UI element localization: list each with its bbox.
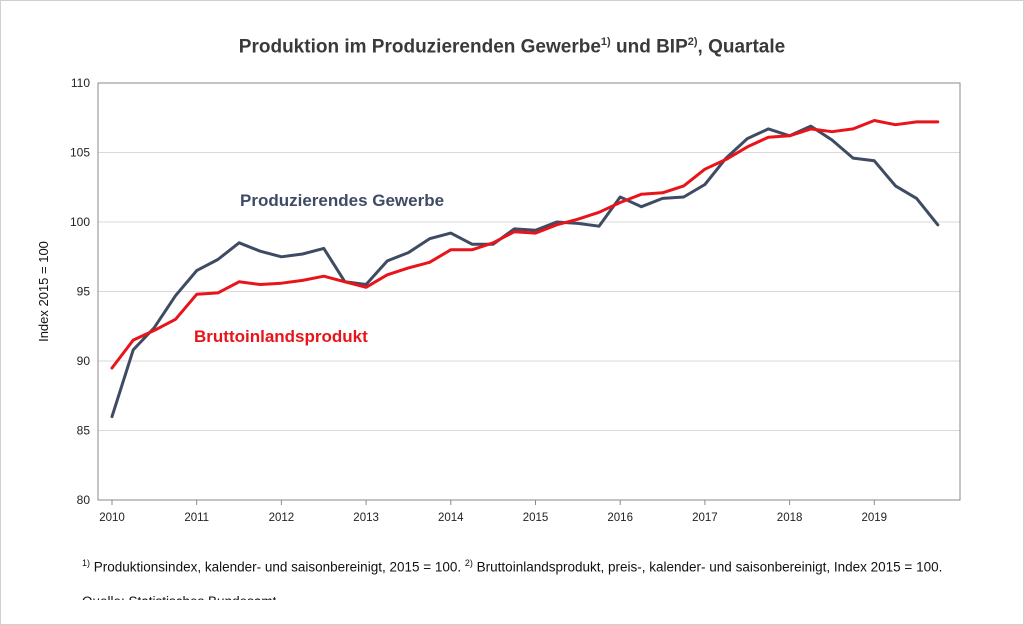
x-tick-label: 2013 <box>353 512 379 524</box>
footnote: 1) Produktionsindex, kalender- und saiso… <box>82 554 982 577</box>
series-line-produzierendes-gewerbe <box>110 124 940 419</box>
title-footnote-mark-1: 1) <box>600 36 611 48</box>
title-text-end: , Quartale <box>697 36 786 58</box>
x-tick-label: 2015 <box>523 512 549 524</box>
y-tick-label: 110 <box>71 76 90 90</box>
footnote-mark-1: 1) <box>82 558 91 568</box>
y-axis: 80 85 90 95 100 105 110 <box>70 76 90 507</box>
x-tick-label: 2018 <box>777 512 803 524</box>
y-tick-label: 100 <box>70 215 90 229</box>
y-tick-label: 85 <box>77 424 91 438</box>
title-footnote-mark-2: 2) <box>687 36 698 48</box>
series-lines <box>110 119 940 419</box>
x-tick-label: 2014 <box>438 512 464 524</box>
y-axis-label: Index 2015 = 100 <box>36 241 51 342</box>
y-tick-label: 80 <box>77 493 91 507</box>
x-tick-label: 2017 <box>692 512 718 524</box>
annotation-bruttoinlandsprodukt: Bruttoinlandsprodukt <box>194 327 368 346</box>
x-axis: 2010 2011 2012 2013 2014 2015 2016 2017 2018 2019 <box>99 500 887 524</box>
title-text: Produktion im Produzierenden Gewerbe <box>238 36 601 58</box>
annotation-produzierendes-gewerbe: Produzierendes Gewerbe <box>240 191 444 210</box>
y-tick-label: 95 <box>77 285 91 299</box>
x-tick-label: 2011 <box>184 512 209 524</box>
x-tick-label: 2016 <box>607 512 633 524</box>
x-tick-label: 2010 <box>99 512 125 524</box>
title-text-mid: und BIP <box>610 36 688 58</box>
series-line-bruttoinlandsprodukt <box>110 119 940 370</box>
chart-title: Produktion im Produzierenden Gewerbe1) u… <box>0 36 1024 58</box>
plot-area <box>97 82 961 501</box>
source-note: Quelle: Statistisches Bundesamt <box>82 592 276 600</box>
gridlines <box>98 152 960 431</box>
footnote-text-1: Produktionsindex, kalender- und saisonbe… <box>90 559 465 575</box>
x-tick-label: 2019 <box>862 512 888 524</box>
y-tick-label: 105 <box>70 146 90 160</box>
y-tick-label: 90 <box>77 354 91 368</box>
footnote-text-2: Bruttoinlandsprodukt, preis-, kalender- … <box>472 559 943 575</box>
x-tick-label: 2012 <box>269 512 295 524</box>
footnote-mark-2: 2) <box>464 558 473 568</box>
